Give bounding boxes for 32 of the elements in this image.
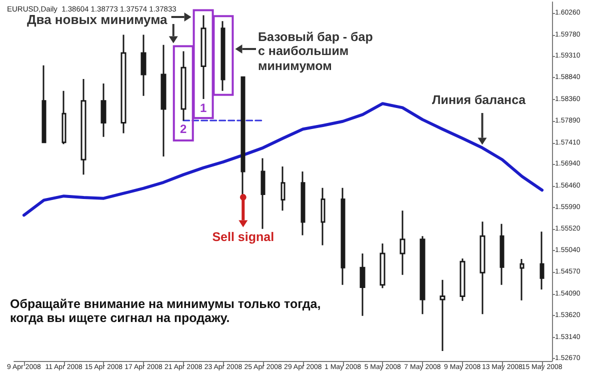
candlestick: [200, 14, 206, 100]
annotation: Линия баланса: [432, 93, 526, 108]
candlestick: [520, 258, 524, 302]
annotation: Sell signal: [212, 230, 274, 245]
candlestick: [300, 170, 306, 236]
candlestick: [80, 78, 86, 176]
candlestick: [260, 158, 266, 230]
candlestick: [480, 220, 486, 315]
annotation: Два новых минимума: [27, 12, 168, 28]
candlestick: [460, 258, 466, 302]
candlestick: [380, 242, 386, 289]
candlestick: [440, 279, 446, 352]
candlestick: [420, 235, 426, 315]
annotation: Обращайте внимание на минимумы только тогда, когда вы ищете сигнал на продажу.: [10, 297, 322, 326]
candlestick: [180, 50, 186, 122]
candlestick: [500, 223, 504, 286]
candlestick: [360, 252, 366, 317]
candlestick: [42, 64, 46, 144]
candlestick: [120, 34, 126, 134]
candlestick: [62, 90, 66, 145]
candlestick: [340, 187, 346, 286]
annotation: 2: [180, 122, 187, 138]
candlestick: [140, 34, 146, 97]
candlestick: [100, 82, 106, 138]
candlestick: [280, 166, 286, 212]
annotation: Базовый бар - бар с наибольшим минимумом: [258, 30, 374, 74]
candlestick: [400, 210, 406, 276]
candlestick: [220, 20, 226, 92]
annotation: 1: [200, 101, 207, 116]
candlestick: [320, 187, 326, 246]
candlestick: [540, 230, 544, 290]
candlestick: [160, 44, 166, 158]
